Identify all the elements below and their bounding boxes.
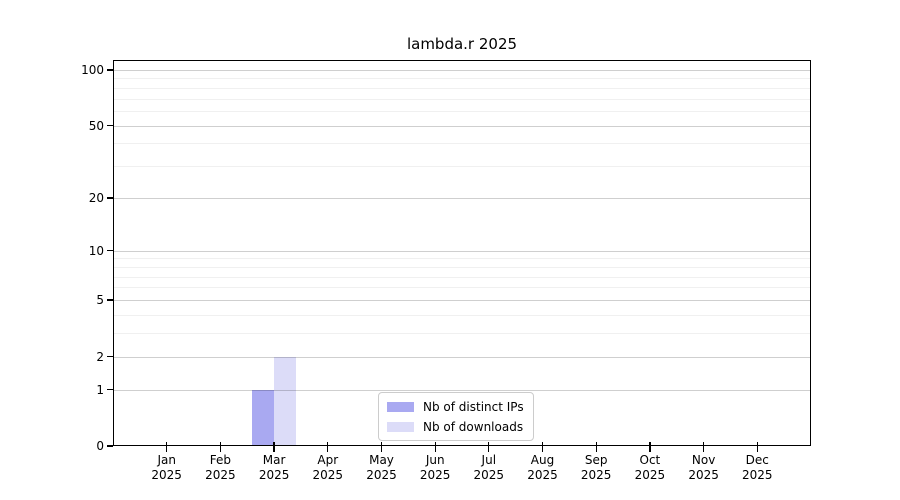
x-tick-label: Mar 2025 bbox=[258, 453, 290, 482]
gridline-minor bbox=[114, 333, 810, 334]
y-tick-mark bbox=[107, 388, 113, 391]
y-tick-label: 50 bbox=[88, 118, 104, 133]
gridline-minor bbox=[114, 276, 810, 278]
x-tick-mark bbox=[595, 442, 597, 452]
legend-label-distinct-ips: Nb of distinct IPs bbox=[423, 399, 524, 414]
x-tick-label: Apr 2025 bbox=[312, 453, 344, 482]
legend-item-distinct-ips: Nb of distinct IPs bbox=[387, 398, 524, 415]
gridline-major bbox=[114, 356, 810, 358]
x-tick-label: Jun 2025 bbox=[419, 453, 451, 482]
y-tick-mark bbox=[107, 124, 113, 127]
legend-label-downloads: Nb of downloads bbox=[423, 419, 524, 434]
gridline-major bbox=[114, 250, 810, 252]
gridline-minor bbox=[114, 111, 810, 112]
y-tick-label: 5 bbox=[96, 293, 104, 307]
x-tick-mark bbox=[488, 442, 490, 452]
x-tick-label: Sep 2025 bbox=[580, 453, 612, 482]
y-tick-mark bbox=[107, 197, 113, 199]
bar-downloads bbox=[274, 356, 297, 446]
gridline-minor bbox=[114, 314, 810, 316]
gridline-major bbox=[114, 197, 810, 199]
x-tick-label: Aug 2025 bbox=[527, 453, 558, 482]
gridline-minor bbox=[114, 78, 810, 80]
x-tick-mark bbox=[380, 442, 383, 452]
legend-swatch-distinct-ips bbox=[387, 401, 414, 412]
x-tick-mark bbox=[649, 442, 651, 452]
x-tick-label: Nov 2025 bbox=[688, 453, 719, 482]
chart-title: lambda.r 2025 bbox=[406, 35, 518, 53]
x-tick-mark bbox=[273, 442, 275, 452]
x-tick-mark bbox=[702, 442, 705, 452]
gridline-major bbox=[114, 125, 810, 127]
y-tick-label: 10 bbox=[88, 243, 104, 258]
y-tick-label: 100 bbox=[81, 62, 104, 77]
y-tick-label: 20 bbox=[88, 190, 104, 205]
x-tick-label: Dec 2025 bbox=[742, 453, 773, 482]
y-tick-mark bbox=[107, 69, 113, 71]
gridline-major bbox=[114, 69, 810, 71]
gridline-minor bbox=[114, 98, 810, 100]
y-tick-label: 1 bbox=[96, 382, 104, 397]
x-tick-label: Feb 2025 bbox=[205, 453, 236, 482]
x-tick-mark bbox=[219, 442, 222, 452]
gridline-minor bbox=[114, 258, 810, 260]
legend-item-downloads: Nb of downloads bbox=[387, 418, 524, 435]
x-tick-label: Jan 2025 bbox=[151, 453, 182, 482]
gridline-major bbox=[114, 389, 810, 391]
y-tick-mark bbox=[107, 355, 113, 358]
y-tick-label: 0 bbox=[96, 439, 104, 453]
y-tick-mark bbox=[107, 299, 113, 301]
y-tick-mark bbox=[107, 249, 113, 252]
legend-swatch-downloads bbox=[387, 421, 414, 432]
x-tick-mark bbox=[166, 442, 168, 452]
gridline-minor bbox=[114, 266, 810, 268]
bar-distinct-ips bbox=[251, 389, 275, 446]
x-tick-label: Jul 2025 bbox=[473, 453, 505, 482]
x-tick-mark bbox=[434, 442, 436, 452]
gridline-minor bbox=[114, 166, 810, 168]
x-tick-mark bbox=[541, 442, 544, 452]
gridline-major bbox=[114, 300, 810, 301]
x-tick-mark bbox=[327, 442, 329, 452]
plot-frame bbox=[113, 60, 811, 446]
y-tick-mark bbox=[107, 445, 113, 447]
x-tick-label: May 2025 bbox=[366, 453, 397, 482]
legend: Nb of distinct IPs Nb of downloads bbox=[378, 392, 534, 441]
y-tick-label: 2 bbox=[96, 349, 104, 364]
x-tick-mark bbox=[756, 442, 758, 452]
gridline-minor bbox=[114, 143, 810, 145]
gridline-minor bbox=[114, 287, 810, 289]
x-tick-label: Oct 2025 bbox=[634, 453, 666, 482]
gridline-minor bbox=[114, 87, 810, 89]
